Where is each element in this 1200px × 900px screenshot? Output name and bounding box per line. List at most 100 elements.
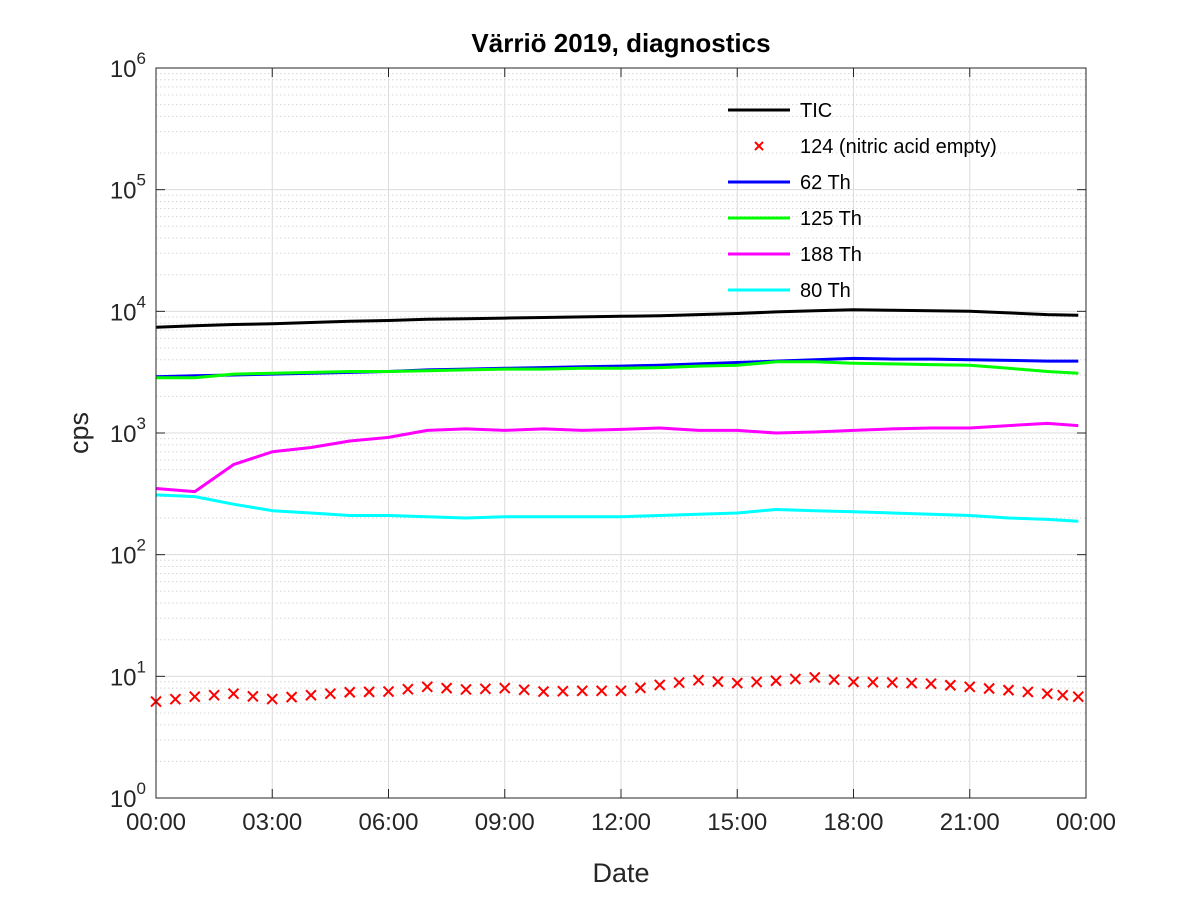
data-point-marker: [285, 691, 298, 703]
marker-stroke: [324, 688, 337, 700]
y-tick-exponent: 3: [137, 414, 146, 433]
data-point-marker: [654, 679, 666, 691]
marker-stroke: [479, 683, 492, 695]
marker-stroke: [770, 675, 782, 687]
data-point-marker: [809, 671, 821, 684]
data-point-marker: [499, 682, 511, 694]
data-point-marker: [1022, 686, 1034, 698]
data-point-marker: [983, 682, 995, 695]
marker-stroke: [1041, 687, 1053, 700]
data-point-marker: [1041, 687, 1053, 700]
x-tick-label: 00:00: [1056, 809, 1116, 836]
legend: TIC 124 (nitric acid empty) 62 Th 125 Th 188…: [728, 100, 997, 302]
y-tick-label: 101: [110, 657, 146, 691]
marker-stroke: [925, 677, 937, 690]
y-axis-label: cps: [64, 412, 94, 454]
data-point-marker: [905, 677, 918, 689]
marker-stroke: [944, 679, 957, 691]
marker-stroke: [750, 676, 763, 688]
x-tick-label: 12:00: [591, 809, 651, 836]
legend-label-1: 124 (nitric acid empty): [800, 136, 997, 158]
y-tick-exponent: 4: [137, 292, 146, 311]
data-point-marker: [847, 676, 860, 688]
marker-stroke: [421, 681, 433, 693]
y-tick-base: 10: [110, 421, 137, 448]
y-tick-label: 102: [110, 536, 146, 570]
data-point-marker: [886, 676, 898, 689]
data-point-marker: [692, 674, 705, 686]
data-point-marker: [557, 685, 569, 697]
legend-label-3: 125 Th: [800, 208, 862, 230]
marker-stroke: [634, 682, 647, 694]
marker-stroke: [402, 683, 414, 695]
marker-stroke: [867, 676, 879, 688]
data-point-marker: [479, 683, 492, 695]
data-point-marker: [266, 693, 278, 705]
legend-label-2: 62 Th: [800, 172, 851, 194]
series-5: [155, 493, 1079, 523]
data-point-marker: [382, 685, 395, 698]
data-point-marker: [750, 676, 763, 688]
marker-stroke: [576, 685, 588, 697]
series-line: [155, 308, 1079, 329]
data-point-marker: [247, 690, 259, 703]
data-point-marker: [867, 676, 879, 688]
marker-stroke: [169, 693, 182, 705]
y-tick-base: 10: [110, 664, 137, 691]
data-point-marker: [460, 683, 472, 696]
data-point-marker: [1002, 684, 1015, 696]
data-point-marker: [189, 691, 201, 703]
marker-stroke: [1022, 686, 1034, 698]
x-tick-label: 09:00: [475, 809, 535, 836]
y-tick-base: 10: [110, 786, 137, 813]
marker-stroke: [1002, 684, 1015, 696]
legend-label-0: TIC: [800, 100, 832, 122]
marker-stroke: [847, 676, 860, 688]
data-point-marker: [537, 685, 550, 698]
marker-stroke: [809, 671, 821, 684]
marker-stroke: [692, 674, 705, 686]
marker-stroke: [828, 673, 840, 686]
marker-stroke: [227, 687, 240, 700]
marker-stroke: [712, 675, 724, 688]
data-point-marker: [518, 684, 530, 696]
marker-stroke: [964, 681, 976, 693]
data-point-marker: [576, 685, 588, 697]
data-point-marker: [595, 685, 608, 697]
marker-stroke: [247, 690, 259, 703]
data-point-marker: [440, 682, 453, 694]
marker-stroke: [983, 682, 995, 695]
y-tick-base: 10: [110, 56, 137, 83]
y-tick-label: 103: [110, 414, 146, 448]
marker-stroke: [518, 684, 530, 696]
data-point-marker: [770, 675, 782, 687]
data-point-marker: [634, 682, 647, 694]
y-tick-label: 105: [110, 171, 146, 205]
marker-stroke: [189, 691, 201, 703]
y-tick-exponent: 0: [137, 779, 146, 798]
chart-title: Värriö 2019, diagnostics: [471, 28, 770, 58]
x-tick-label: 06:00: [358, 809, 418, 836]
series-line: [155, 493, 1079, 523]
marker-stroke: [557, 685, 569, 697]
data-point-marker: [324, 688, 337, 700]
marker-stroke: [344, 686, 356, 698]
marker-stroke: [266, 693, 278, 705]
marker-stroke: [285, 691, 298, 703]
data-point-marker: [944, 679, 957, 691]
y-tick-exponent: 6: [137, 49, 146, 68]
series-1: [150, 671, 1084, 708]
series-4: [155, 421, 1079, 494]
y-tick-label: 100: [110, 779, 146, 813]
legend-marker-1: [754, 141, 764, 151]
data-point-marker: [828, 673, 840, 686]
marker-stroke: [440, 682, 453, 694]
series-0: [155, 308, 1079, 329]
data-point-marker: [344, 686, 356, 698]
data-point-marker: [673, 676, 685, 689]
series-line: [155, 421, 1079, 494]
x-tick-label: 00:00: [126, 809, 186, 836]
data-point-marker: [964, 681, 976, 693]
